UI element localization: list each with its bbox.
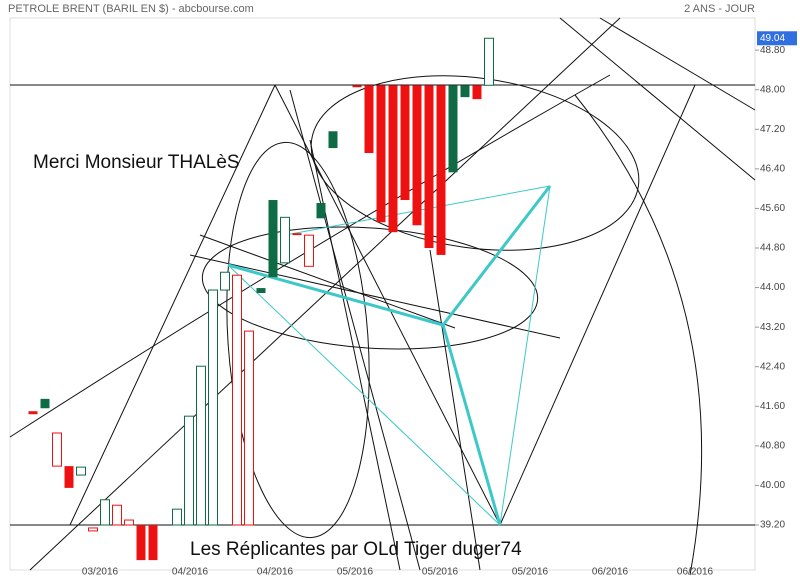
candle-body [412,85,422,226]
y-tick-label: 45.60 [760,203,785,214]
y-tick-label: 40.80 [760,440,785,451]
y-tick-label: 48.00 [760,84,785,95]
x-tick-label: 05/2016 [337,567,374,578]
candle-body [484,37,494,86]
candle-body [352,85,362,88]
candle-body [268,200,278,278]
period: 2 ANS - JOUR [684,3,755,15]
candle-body [424,85,434,248]
candle-body [472,85,482,100]
candle-body [40,398,50,409]
candle-body [52,432,62,467]
candle-body [136,524,146,561]
y-tick-label: 40.00 [760,480,785,491]
candle-body [304,234,314,267]
x-tick-label: 06/2016 [677,567,714,578]
chart-title: PETROLE BRENT (BARIL EN $) - abcbourse.c… [8,3,254,15]
candle-body [436,85,446,255]
x-tick-label: 04/2016 [257,567,294,578]
candle-body [172,508,182,526]
y-tick-label: 47.20 [760,124,785,135]
candle-body [64,466,74,488]
candle-body [364,85,374,154]
candle-body [76,466,86,476]
plot-frame [9,17,756,571]
x-tick-label: 05/2016 [512,567,549,578]
candle-body [244,330,254,526]
candle-body [292,233,302,236]
y-tick-label: 44.80 [760,243,785,254]
annotation: Merci Monsieur THALèS [33,152,240,173]
y-tick-label: 44.00 [760,282,785,293]
candle-body [28,411,38,415]
candle-body [196,365,206,526]
candle-body [448,85,458,173]
candle-body [232,274,242,526]
y-tick-label: 46.40 [760,164,785,175]
candle-body [148,524,158,561]
candle-body [88,527,98,532]
candle-body [388,85,398,233]
x-tick-label: 04/2016 [172,567,209,578]
y-tick-label: 43.20 [760,322,785,333]
candle-body [316,202,326,219]
candle-body [100,499,110,526]
candle-body [208,289,218,526]
x-tick-label: 05/2016 [422,567,459,578]
candle-body [184,415,194,526]
last-price-label: 49.04 [760,33,785,44]
y-tick-label: 42.40 [760,361,785,372]
y-tick-label: 48.80 [760,45,785,56]
candle-body [124,519,134,526]
y-tick-label: 39.20 [760,520,785,531]
candle-body [220,271,230,291]
candle-body [112,504,122,526]
x-tick-label: 03/2016 [82,567,119,578]
candle-body [256,288,266,294]
last-price-box [757,31,797,46]
x-tick-label: 06/2016 [592,567,629,578]
y-tick-label: 41.60 [760,401,785,412]
candle-body [460,85,470,98]
candle-body [328,131,338,149]
candle-body [376,85,386,223]
candle-body [280,216,290,264]
annotation: Les Réplicantes par OLd Tiger duger74 [190,539,522,560]
candle-body [400,85,410,201]
drawings [9,17,756,576]
